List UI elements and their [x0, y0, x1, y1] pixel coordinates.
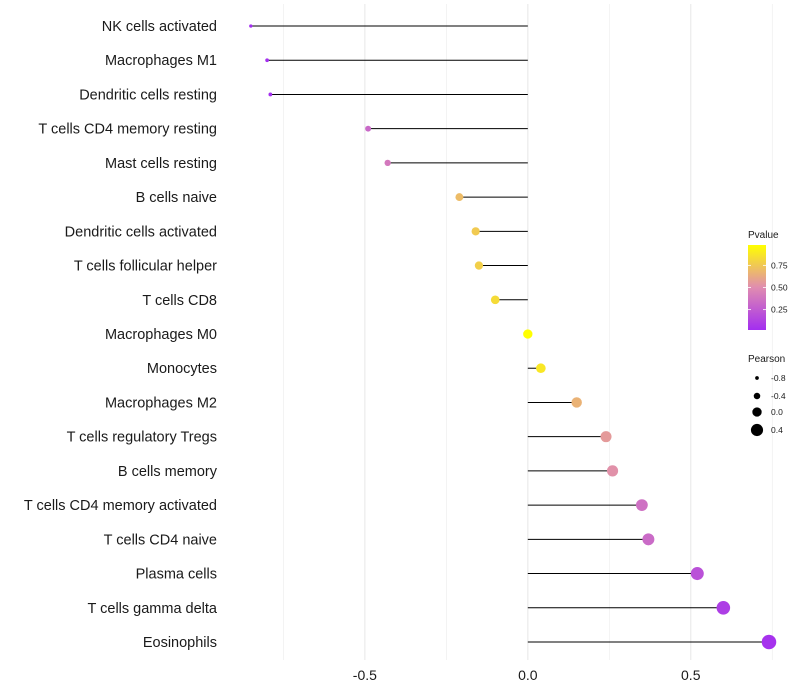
- pvalue-legend-ticks: 0.75 0.50 0.25: [748, 260, 788, 315]
- category-label: T cells follicular helper: [74, 259, 217, 275]
- data-point: [265, 58, 269, 63]
- data-point: [474, 261, 484, 270]
- category-label: Eosinophils: [143, 635, 217, 651]
- data-point: [490, 295, 500, 305]
- size-legend-dot: [750, 423, 764, 437]
- x-tick-label: -0.5: [353, 667, 377, 683]
- stem-layer: [250, 25, 769, 643]
- dot-layer: [249, 24, 777, 650]
- x-tick-label: 0.5: [681, 667, 701, 683]
- colorbar-tick-label: 0.75: [771, 260, 788, 270]
- size-legend-label: -0.4: [771, 391, 786, 401]
- category-label: Macrophages M2: [105, 395, 217, 411]
- x-tick-label: 0.0: [518, 667, 538, 683]
- data-point: [523, 329, 533, 339]
- data-point: [600, 431, 612, 443]
- data-point: [471, 227, 480, 236]
- category-label: Macrophages M1: [105, 53, 217, 69]
- pvalue-legend: Pvalue 0.75 0.50 0.25: [748, 230, 788, 330]
- category-labels: NK cells activated Macrophages M1 Dendriti…: [24, 19, 218, 651]
- pearson-legend: Pearson -0.8 -0.4 0.0 0.4: [748, 354, 786, 437]
- category-label: T cells CD4 memory activated: [24, 498, 217, 514]
- data-point: [365, 125, 372, 132]
- category-label: T cells CD4 naive: [104, 532, 217, 548]
- data-point: [455, 193, 464, 202]
- data-point: [761, 634, 777, 650]
- data-point: [606, 465, 619, 477]
- category-label: B cells naive: [136, 190, 217, 206]
- category-label: Plasma cells: [136, 567, 217, 583]
- pearson-legend-items: -0.8 -0.4 0.0 0.4: [750, 373, 786, 437]
- pearson-legend-title: Pearson: [748, 354, 785, 365]
- category-label: Mast cells resting: [105, 156, 217, 172]
- data-point: [642, 533, 655, 546]
- colorbar-tick-label: 0.25: [771, 305, 788, 315]
- data-point: [268, 92, 273, 97]
- category-label: Monocytes: [147, 361, 217, 377]
- category-label: T cells gamma delta: [88, 601, 218, 617]
- category-label: Dendritic cells resting: [79, 87, 217, 103]
- x-axis-ticks: -0.5 0.0 0.5: [353, 667, 701, 683]
- size-legend-dot: [755, 376, 759, 380]
- data-point: [536, 363, 546, 374]
- size-legend-dot: [752, 407, 762, 417]
- size-legend-label: -0.8: [771, 373, 786, 383]
- data-point: [690, 567, 704, 581]
- category-label: NK cells activated: [102, 19, 217, 35]
- pvalue-legend-title: Pvalue: [748, 230, 779, 241]
- pvalue-colorbar: [748, 245, 766, 330]
- category-label: B cells memory: [118, 464, 218, 480]
- size-legend-label: 0.0: [771, 407, 783, 417]
- size-legend-label: 0.4: [771, 425, 783, 435]
- category-label: Dendritic cells activated: [65, 224, 217, 240]
- category-label: Macrophages M0: [105, 327, 217, 343]
- data-point: [249, 24, 253, 28]
- data-point: [635, 499, 648, 512]
- category-label: T cells regulatory Tregs: [67, 430, 217, 446]
- data-point: [384, 159, 391, 167]
- size-legend-dot: [753, 392, 761, 400]
- category-label: T cells CD8: [142, 293, 217, 309]
- data-point: [571, 397, 582, 408]
- colorbar-tick-label: 0.50: [771, 283, 788, 293]
- category-label: T cells CD4 memory resting: [38, 122, 217, 138]
- data-point: [716, 600, 731, 615]
